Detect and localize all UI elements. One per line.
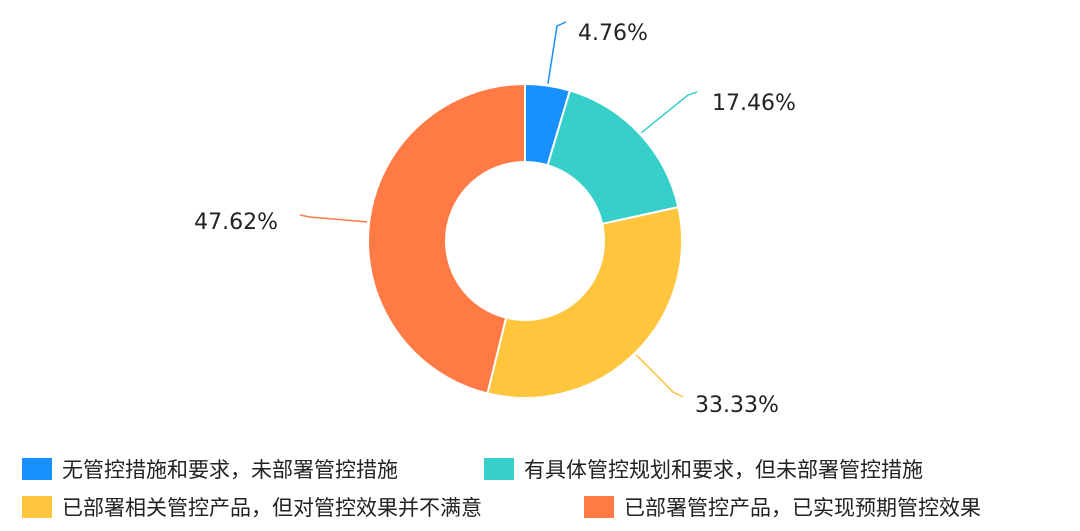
legend-swatch (22, 458, 52, 480)
data-label: 47.62% (194, 210, 278, 235)
donut-chart: 4.76% 17.46% 33.33% 47.62% (194, 21, 796, 418)
slice-planned-not-deployed[interactable] (546, 89, 680, 226)
leader-line (635, 354, 684, 398)
slice-deployed-unsatisfied[interactable] (486, 205, 683, 399)
slice-deployed-satisfied[interactable] (367, 82, 526, 395)
label-leader-lines (299, 21, 698, 398)
legend-item-deployed-satisfied[interactable]: 已部署管控产品，已实现预期管控效果 (584, 490, 981, 524)
legend-label: 有具体管控规划和要求，但未部署管控措施 (524, 458, 923, 482)
data-labels: 4.76% 17.46% 33.33% 47.62% (194, 21, 796, 418)
legend-item-planned-not-deployed[interactable]: 有具体管控规划和要求，但未部署管控措施 (484, 452, 923, 486)
legend-label: 已部署管控产品，已实现预期管控效果 (624, 496, 981, 520)
data-label: 4.76% (578, 21, 648, 46)
data-label: 33.33% (695, 393, 779, 418)
leader-line (299, 214, 368, 223)
donut-slices (367, 82, 683, 399)
legend-swatch (484, 458, 514, 480)
legend-label: 已部署相关管控产品，但对管控效果并不满意 (62, 496, 482, 520)
data-label: 17.46% (712, 91, 796, 116)
legend-item-no-controls[interactable]: 无管控措施和要求，未部署管控措施 (22, 452, 398, 486)
leader-line (640, 91, 698, 134)
legend: 无管控措施和要求，未部署管控措施 有具体管控规划和要求，但未部署管控措施 已部署… (22, 452, 1072, 528)
legend-item-deployed-unsatisfied[interactable]: 已部署相关管控产品，但对管控效果并不满意 (22, 490, 482, 524)
leader-line (547, 21, 567, 84)
legend-label: 无管控措施和要求，未部署管控措施 (62, 458, 398, 482)
legend-swatch (584, 496, 614, 518)
legend-swatch (22, 496, 52, 518)
